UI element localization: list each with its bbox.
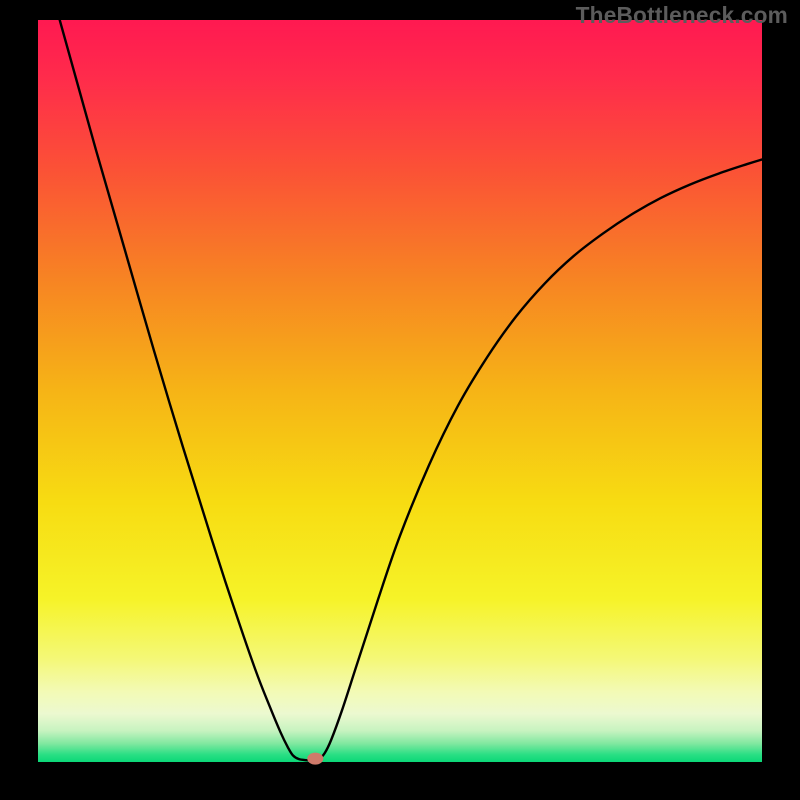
optimal-marker	[307, 753, 323, 765]
chart-stage: TheBottleneck.com	[0, 0, 800, 800]
watermark-text: TheBottleneck.com	[576, 2, 788, 29]
bottleneck-chart	[0, 0, 800, 800]
gradient-plot-area	[38, 20, 762, 762]
